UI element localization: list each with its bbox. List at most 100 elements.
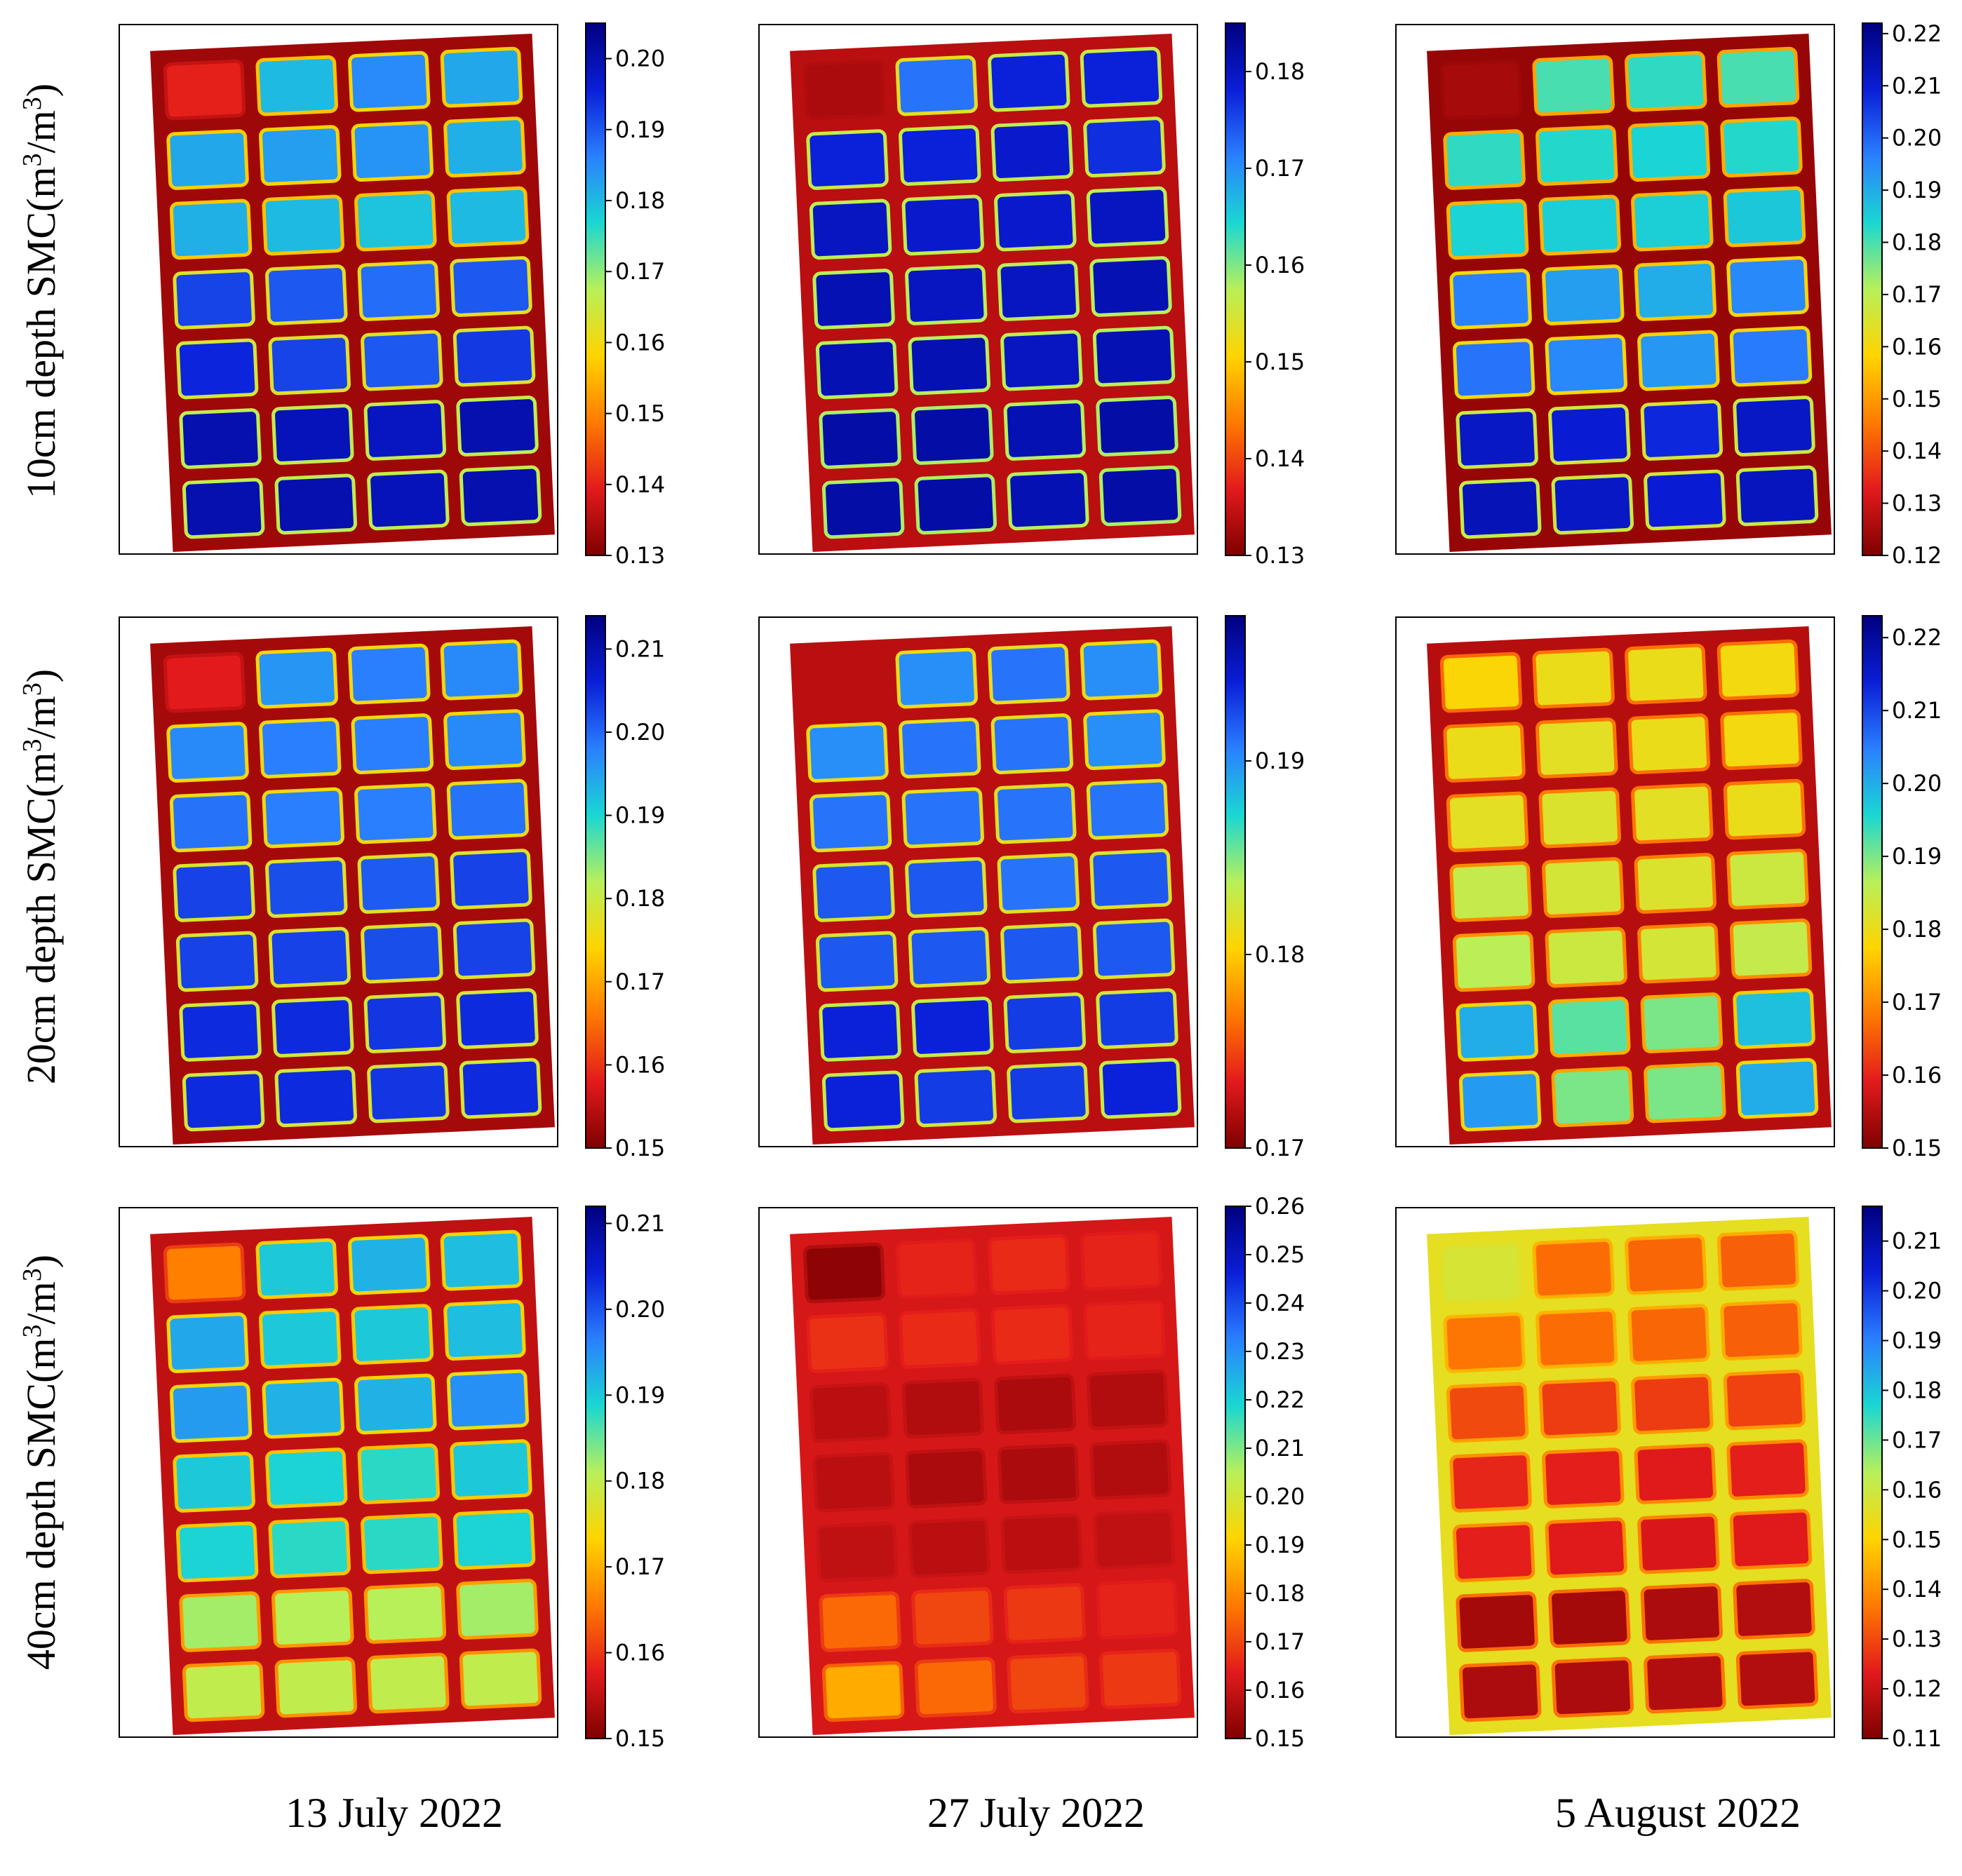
plot-cell-r1-c0 — [806, 129, 889, 190]
plot-edge-r4-c2 — [1637, 1513, 1720, 1574]
plot-cell-r3-c3 — [1089, 849, 1172, 910]
plot-edge-r3-c1 — [1542, 264, 1625, 325]
plot-edge-r6-c2 — [367, 1062, 450, 1123]
svg-text:20cm depth SMC(m3/m3): 20cm depth SMC(m3/m3) — [18, 669, 64, 1084]
plot-cell-r3-c3 — [1726, 1439, 1809, 1500]
plot-edge-r2-c0 — [809, 1382, 892, 1443]
plot-edge-r0-c1 — [895, 647, 978, 709]
colorbar-tick-label-5: 0.20 — [1892, 770, 1942, 797]
plot-edge-r4-c3 — [1729, 918, 1813, 980]
colorbar-tick-label-8: 0.23 — [1255, 1338, 1305, 1365]
plot-cell-r0-c3 — [441, 640, 523, 701]
colorbar-tick-label-6: 0.21 — [615, 1210, 665, 1236]
plot-edge-r2-c2 — [354, 190, 437, 252]
plot-cell-r5-c2 — [364, 1583, 446, 1644]
plot-edge-r4-c2 — [1000, 1513, 1083, 1574]
plot-cell-r6-c0 — [1459, 1661, 1541, 1722]
plot-edge-r6-c2 — [1007, 1652, 1089, 1714]
plot-cell-r3-c1 — [265, 264, 348, 325]
colorbar-tick-label-4: 0.19 — [615, 1382, 665, 1408]
colorbar-tick-label-2: 0.17 — [615, 969, 665, 995]
plot-cell-r6-c1 — [915, 473, 997, 534]
plot-edge-r6-c0 — [1458, 1661, 1542, 1722]
panel-20cm-1: 0.15 0.16 0.17 0.18 0.19 0.20 0.21 — [119, 615, 665, 1161]
plot-edge-r1-c1 — [259, 125, 342, 186]
plot-cell-r1-c1 — [259, 125, 341, 186]
plot-edge-r3-c0 — [812, 269, 895, 330]
colorbar-tick-label-6: 0.18 — [1892, 229, 1942, 256]
field-0-2 — [1427, 34, 1832, 552]
plot-cell-r3-c0 — [173, 861, 255, 922]
plot-edge-r6-c2 — [1644, 469, 1726, 531]
colorbar-tick-label-5: 0.18 — [615, 187, 665, 214]
plot-edge-r2-c1 — [262, 1377, 344, 1439]
plot-edge-r6-c1 — [914, 1066, 997, 1128]
plot-edge-r4-c3 — [452, 325, 536, 387]
plot-cell-r0-c2 — [348, 1234, 431, 1295]
plot-edge-r6-c0 — [1458, 1070, 1542, 1132]
plot-edge-r4-c3 — [1729, 1509, 1813, 1570]
map-frame-1-2 — [1395, 616, 1835, 1147]
plot-edge-r4-c0 — [175, 931, 259, 992]
plot-cell-r0-c2 — [348, 644, 431, 705]
plot-edge-r1-c1 — [259, 717, 342, 778]
colorbar-tick-label-2: 0.19 — [1255, 748, 1305, 774]
plot-edge-r4-c2 — [1637, 330, 1720, 391]
plot-cell-r4-c2 — [361, 923, 443, 983]
plot-edge-r4-c1 — [268, 334, 351, 396]
colorbar-frame-1-2 — [1862, 615, 1883, 1149]
plot-cell-r6-c2 — [1644, 1653, 1726, 1713]
plot-edge-r2-c3 — [1086, 778, 1169, 840]
plot-edge-r2-c3 — [1723, 1369, 1806, 1431]
plot-edge-r4-c3 — [1729, 325, 1813, 387]
plot-cell-r5-c3 — [456, 988, 539, 1049]
plot-cell-r3-c2 — [1634, 853, 1716, 914]
plot-cell-r2-c2 — [1631, 783, 1714, 844]
plot-edge-r5-c0 — [1456, 1001, 1538, 1062]
plot-edge-r1-c0 — [166, 1312, 249, 1373]
plot-cell-r6-c2 — [1007, 1653, 1089, 1713]
plot-edge-r2-c0 — [1446, 198, 1529, 260]
plot-cell-r0-c3 — [1717, 640, 1799, 701]
plot-edge-r1-c1 — [1536, 125, 1618, 186]
plot-cell-r4-c0 — [176, 1522, 258, 1582]
plot-cell-r2-c3 — [1724, 779, 1806, 839]
plot-cell-r6-c1 — [915, 1066, 997, 1127]
plot-cell-r2-c0 — [809, 792, 892, 852]
plot-edge-r5-c0 — [179, 1591, 262, 1652]
plot-cell-r6-c1 — [275, 473, 357, 534]
plot-cell-r2-c3 — [447, 779, 529, 839]
plot-cell-r0-c1 — [1532, 1239, 1615, 1299]
plot-cell-r0-c1 — [895, 648, 978, 708]
plot-cell-r6-c3 — [1099, 466, 1181, 526]
plot-cell-r2-c3 — [1724, 1370, 1806, 1430]
plot-edge-r5-c1 — [1548, 997, 1631, 1058]
plot-edge-r0-c2 — [1625, 643, 1707, 705]
field-0-0 — [150, 34, 555, 552]
plot-cell-r3-c2 — [358, 260, 440, 321]
plot-edge-r6-c2 — [367, 1652, 450, 1714]
plot-edge-r5-c3 — [1096, 1579, 1178, 1640]
colorbar-tick-label-3: 0.18 — [1255, 1580, 1305, 1607]
colorbar-tick-label-3: 0.16 — [1255, 252, 1305, 278]
plot-cell-r3-c1 — [1542, 1448, 1625, 1509]
row-label-20cm-unit-open: (m — [18, 752, 64, 797]
field-2-0 — [150, 1217, 555, 1735]
plot-edge-r5-c0 — [179, 408, 262, 469]
plot-edge-r0-c0 — [1439, 59, 1523, 121]
plot-edge-r2-c1 — [1538, 194, 1621, 256]
plot-edge-r5-c1 — [1548, 404, 1631, 465]
plot-edge-r1-c2 — [990, 1304, 1074, 1365]
plot-edge-r4-c2 — [361, 330, 443, 391]
plot-cell-r0-c0 — [803, 60, 885, 120]
plot-cell-r5-c0 — [1456, 408, 1538, 469]
plot-cell-r1-c0 — [806, 1312, 889, 1373]
plot-edge-r2-c1 — [1538, 787, 1621, 849]
plot-edge-r6-c3 — [1735, 1058, 1819, 1119]
colorbar-tick-label-0: 0.15 — [1255, 1725, 1305, 1752]
plot-edge-r1-c3 — [1083, 1300, 1166, 1361]
row-label-20cm-unit-mid: /m — [18, 696, 64, 738]
colorbar-tick-label-3: 0.18 — [615, 1468, 665, 1494]
plot-edge-r3-c0 — [173, 269, 255, 330]
